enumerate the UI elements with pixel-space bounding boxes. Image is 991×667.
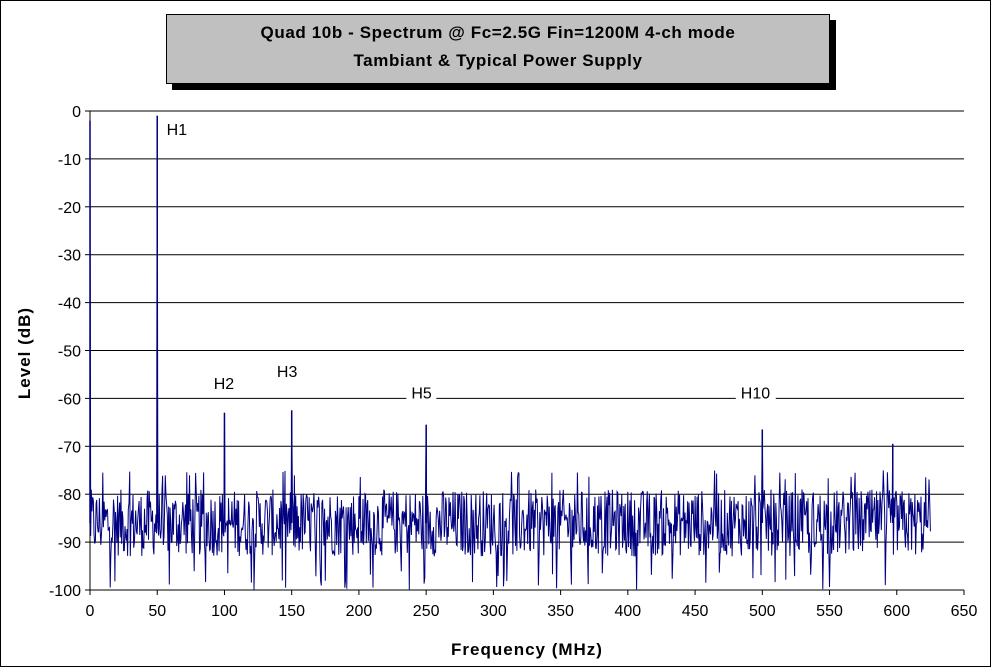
x-tick-label: 400: [614, 603, 641, 620]
chart-title-box: Quad 10b - Spectrum @ Fc=2.5G Fin=1200M …: [166, 14, 830, 84]
x-axis-label: Frequency (MHz): [451, 640, 603, 659]
y-tick-label: 0: [72, 104, 81, 121]
y-tick-label: -80: [58, 487, 81, 504]
annotation-h5: H5: [411, 385, 432, 402]
annotations: H1 H2 H3 H5 H10: [161, 118, 776, 405]
x-tick-label: 250: [413, 603, 440, 620]
x-tick-label: 0: [86, 603, 95, 620]
axes: [85, 110, 965, 595]
annotation-background: [735, 382, 776, 405]
y-tick-label: -60: [58, 391, 81, 408]
x-tick-label: 200: [346, 603, 373, 620]
annotation-background: [271, 360, 302, 383]
x-tick-label: 600: [883, 603, 910, 620]
y-tick-label: -90: [58, 535, 81, 552]
annotation-background: [406, 382, 437, 405]
x-tick-label: 300: [480, 603, 507, 620]
y-tick-label: -70: [58, 439, 81, 456]
x-tick-label: 150: [278, 603, 305, 620]
x-tick-label: 350: [547, 603, 574, 620]
y-tick-label: -30: [58, 248, 81, 265]
x-tick-label: 450: [682, 603, 709, 620]
x-tick-label: 100: [211, 603, 238, 620]
y-tick-label: -50: [58, 344, 81, 361]
annotation-background: [161, 118, 192, 141]
gridlines: [90, 110, 964, 543]
x-tick-label: 550: [816, 603, 843, 620]
data-series: [89, 115, 931, 590]
tick-labels: 0 -10 -20 -30 -40 -50 -60 -70 -80 -90 -100 0 50 100 15…: [49, 104, 977, 620]
x-tick-label: 50: [148, 603, 166, 620]
y-axis-label: Level (dB): [15, 307, 34, 399]
spectrum-trace: [89, 115, 931, 590]
annotation-h3: H3: [277, 364, 298, 381]
y-tick-label: -40: [58, 296, 81, 313]
annotation-h2: H2: [214, 376, 235, 393]
x-tick-label: 500: [749, 603, 776, 620]
y-tick-label: -20: [58, 200, 81, 217]
annotation-h1: H1: [167, 122, 188, 139]
annotation-h10: H10: [741, 385, 770, 402]
chart-title: Quad 10b - Spectrum @ Fc=2.5G Fin=1200M …: [260, 23, 736, 42]
x-tick-label: 650: [951, 603, 978, 620]
y-tick-label: -10: [58, 152, 81, 169]
y-tick-label: -100: [49, 583, 81, 600]
annotation-background: [208, 372, 239, 395]
chart-subtitle: Tambiant & Typical Power Supply: [353, 51, 643, 70]
